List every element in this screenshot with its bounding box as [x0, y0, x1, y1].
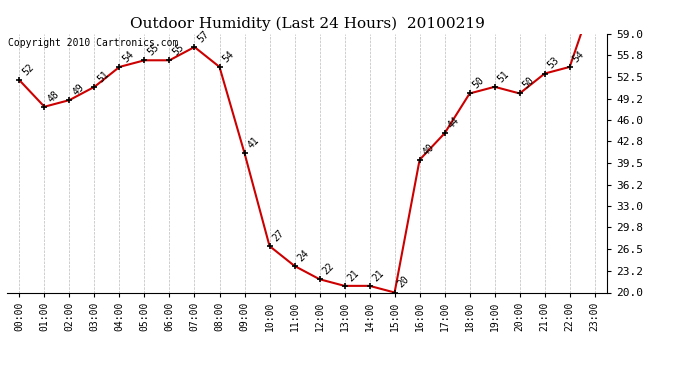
Text: 65: 65 [0, 374, 1, 375]
Text: 50: 50 [471, 75, 486, 91]
Text: 51: 51 [496, 69, 511, 84]
Text: 21: 21 [346, 268, 362, 283]
Text: 57: 57 [196, 29, 211, 44]
Text: 48: 48 [46, 88, 61, 104]
Text: 40: 40 [421, 142, 436, 157]
Text: 24: 24 [296, 248, 311, 263]
Text: 20: 20 [396, 274, 411, 290]
Text: 41: 41 [246, 135, 262, 150]
Text: 21: 21 [371, 268, 386, 283]
Text: 44: 44 [446, 115, 462, 130]
Text: 55: 55 [171, 42, 186, 57]
Text: 55: 55 [146, 42, 161, 57]
Text: 50: 50 [521, 75, 536, 91]
Text: 51: 51 [96, 69, 111, 84]
Title: Outdoor Humidity (Last 24 Hours)  20100219: Outdoor Humidity (Last 24 Hours) 2010021… [130, 17, 484, 31]
Text: Copyright 2010 Cartronics.com: Copyright 2010 Cartronics.com [8, 38, 179, 48]
Text: 54: 54 [221, 49, 236, 64]
Text: 49: 49 [71, 82, 86, 98]
Text: 22: 22 [321, 261, 336, 276]
Text: 27: 27 [271, 228, 286, 243]
Text: 53: 53 [546, 56, 562, 71]
Text: 54: 54 [571, 49, 586, 64]
Text: 54: 54 [121, 49, 136, 64]
Text: 52: 52 [21, 62, 36, 77]
